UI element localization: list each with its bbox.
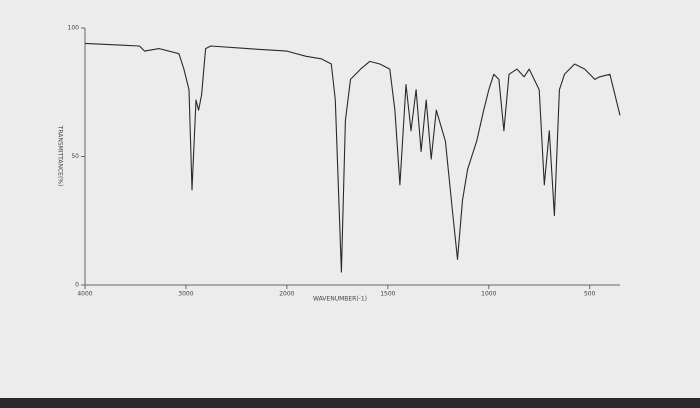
screen bbox=[0, 0, 700, 398]
x-tick-label: 4000 bbox=[77, 291, 92, 298]
spectrum-line bbox=[84, 42, 621, 273]
x-tick-label: 2000 bbox=[279, 291, 294, 298]
x-axis-label: WAVENUMBER(-1) bbox=[313, 296, 367, 303]
y-tick-label: 50 bbox=[71, 153, 79, 160]
y-tick-label: 100 bbox=[68, 25, 80, 32]
y-axis-label: TRANSMITTANCE(%) bbox=[57, 125, 64, 187]
x-tick-label: 3000 bbox=[178, 291, 193, 298]
x-tick-label: 1500 bbox=[380, 291, 395, 298]
y-tick-label: 0 bbox=[75, 282, 79, 289]
monitor-bezel bbox=[0, 398, 700, 408]
x-tick-label: 500 bbox=[584, 291, 596, 298]
x-tick-label: 1000 bbox=[481, 291, 496, 298]
